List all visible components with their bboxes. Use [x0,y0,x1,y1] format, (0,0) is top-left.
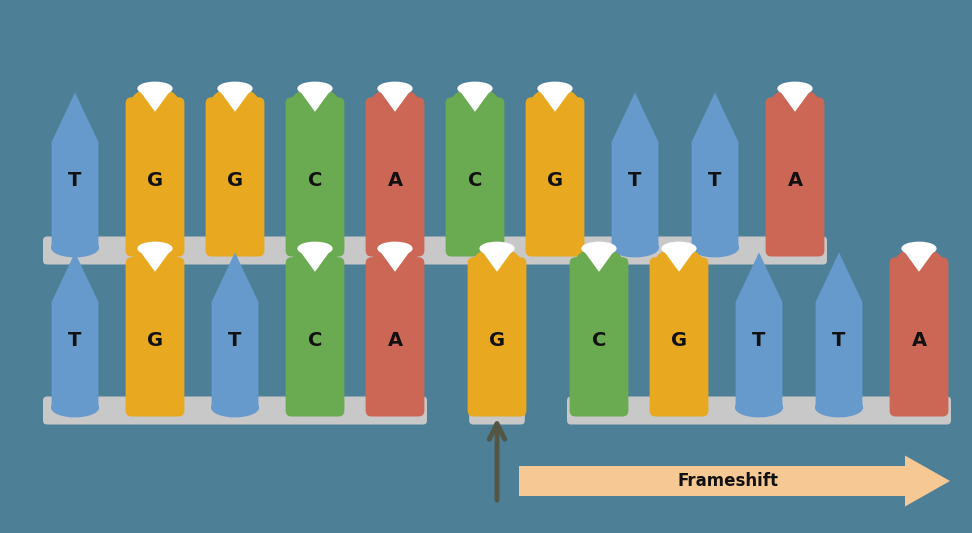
Ellipse shape [371,248,418,277]
Ellipse shape [52,238,98,257]
Ellipse shape [298,243,331,255]
Polygon shape [458,88,492,112]
Text: G: G [226,171,243,190]
FancyBboxPatch shape [125,257,185,416]
Polygon shape [582,248,616,272]
Ellipse shape [292,88,338,116]
Ellipse shape [532,88,578,116]
Text: C: C [468,171,482,190]
Text: C: C [592,331,607,350]
Ellipse shape [378,243,412,255]
Text: T: T [68,171,82,190]
FancyBboxPatch shape [889,257,949,416]
Text: G: G [671,331,687,350]
Polygon shape [902,248,936,272]
Ellipse shape [473,248,520,277]
Ellipse shape [138,243,172,255]
Polygon shape [692,92,739,247]
Polygon shape [298,248,331,272]
Ellipse shape [212,398,259,417]
FancyBboxPatch shape [468,257,527,416]
Ellipse shape [480,243,514,255]
Text: G: G [489,331,505,350]
Ellipse shape [131,248,179,277]
Ellipse shape [292,248,338,277]
FancyBboxPatch shape [286,97,344,256]
Ellipse shape [895,248,943,277]
Ellipse shape [538,82,572,95]
FancyBboxPatch shape [125,97,185,256]
Polygon shape [138,88,172,112]
Polygon shape [736,253,782,407]
FancyBboxPatch shape [526,97,584,256]
Polygon shape [218,88,252,112]
Ellipse shape [52,398,98,417]
FancyBboxPatch shape [286,257,344,416]
Ellipse shape [662,243,696,255]
Text: Frameshift: Frameshift [677,472,779,490]
FancyBboxPatch shape [567,397,951,424]
FancyBboxPatch shape [445,97,504,256]
Polygon shape [378,88,412,112]
Ellipse shape [582,243,616,255]
Ellipse shape [575,248,622,277]
Text: T: T [709,171,721,190]
Ellipse shape [298,82,331,95]
Polygon shape [298,88,331,112]
FancyBboxPatch shape [766,97,824,256]
Text: T: T [228,331,242,350]
FancyBboxPatch shape [365,97,425,256]
FancyBboxPatch shape [365,257,425,416]
Polygon shape [480,248,514,272]
Text: C: C [308,171,322,190]
Text: A: A [912,331,926,350]
Ellipse shape [902,243,936,255]
Text: T: T [68,331,82,350]
Ellipse shape [611,238,658,257]
Text: A: A [388,331,402,350]
Polygon shape [779,88,812,112]
Ellipse shape [779,82,812,95]
Polygon shape [611,92,658,247]
Polygon shape [52,92,98,247]
Ellipse shape [692,238,739,257]
Polygon shape [378,248,412,272]
Ellipse shape [458,82,492,95]
Polygon shape [212,253,259,407]
Ellipse shape [138,82,172,95]
Polygon shape [662,248,696,272]
FancyBboxPatch shape [469,397,525,424]
Ellipse shape [212,88,259,116]
Polygon shape [52,253,98,407]
Text: G: G [147,331,163,350]
Polygon shape [538,88,572,112]
Polygon shape [816,253,862,407]
Ellipse shape [736,398,782,417]
Polygon shape [519,456,950,506]
Text: G: G [547,171,563,190]
Ellipse shape [452,88,499,116]
Ellipse shape [371,88,418,116]
Ellipse shape [218,82,252,95]
FancyBboxPatch shape [43,237,827,264]
Text: T: T [628,171,642,190]
FancyBboxPatch shape [206,97,264,256]
Polygon shape [138,248,172,272]
Ellipse shape [816,398,862,417]
Text: A: A [787,171,803,190]
Text: T: T [752,331,766,350]
Text: T: T [832,331,846,350]
FancyBboxPatch shape [43,397,427,424]
Ellipse shape [378,82,412,95]
Text: A: A [388,171,402,190]
FancyBboxPatch shape [649,257,709,416]
FancyBboxPatch shape [570,257,629,416]
Ellipse shape [772,88,818,116]
Ellipse shape [131,88,179,116]
Ellipse shape [655,248,703,277]
Text: C: C [308,331,322,350]
Text: G: G [147,171,163,190]
